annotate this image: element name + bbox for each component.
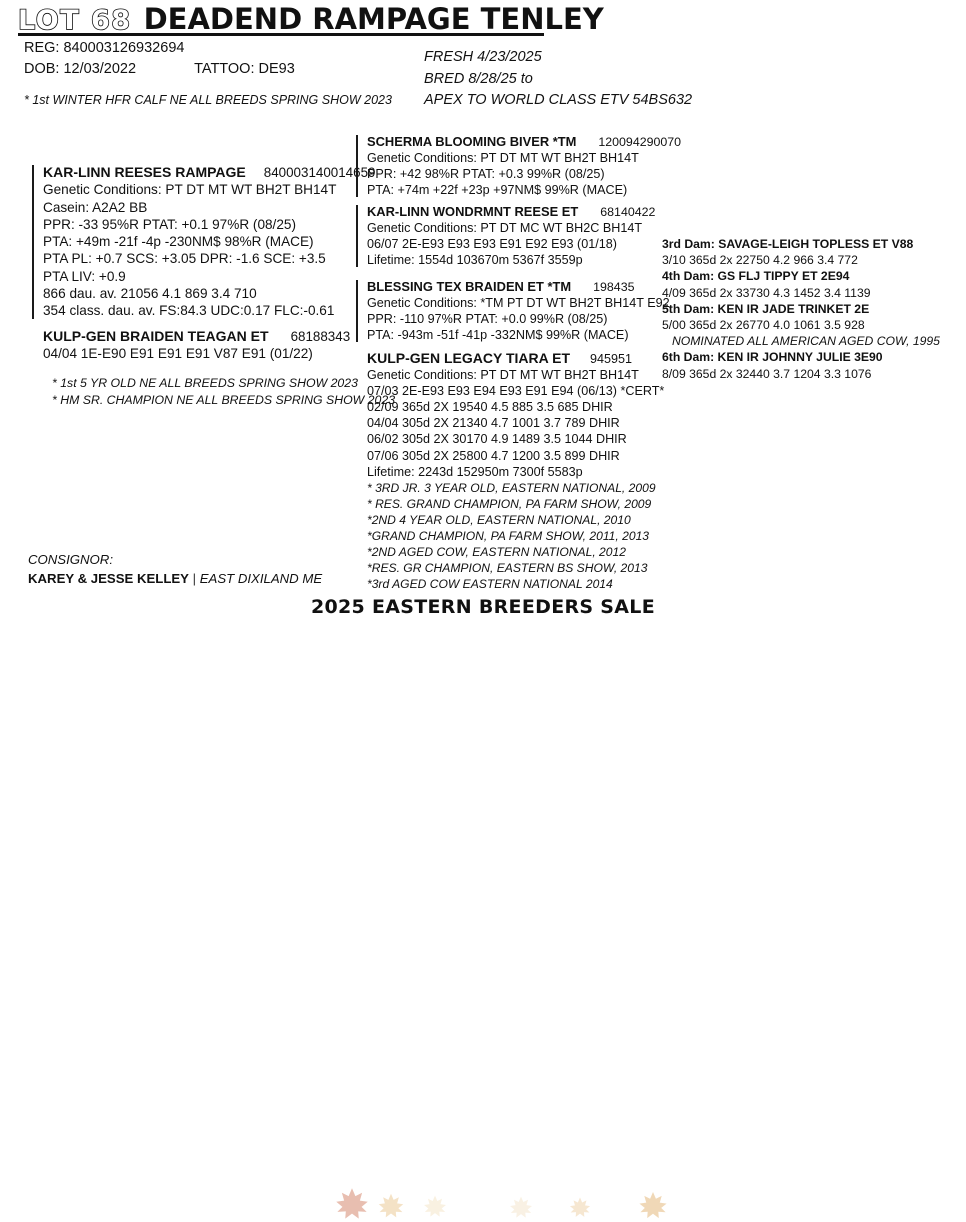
sire-dam-name: KULP-GEN BRAIDEN TEAGAN ET bbox=[43, 328, 269, 344]
date-of-birth: DOB: 12/03/2022 bbox=[24, 61, 137, 77]
dam-generation-heading: 6th Dam: KEN IR JOHNNY JULIE 3E90 bbox=[662, 350, 883, 365]
maple-leaf-icon bbox=[424, 1195, 446, 1217]
second-dam-detail: 04/04 305d 2X 21340 4.7 1001 3.7 789 DHI… bbox=[367, 416, 620, 431]
sire-detail: PTA LIV: +0.9 bbox=[43, 268, 126, 284]
dam-lineage-list: 3rd Dam: SAVAGE-LEIGH TOPLESS ET V88 3/1… bbox=[662, 236, 940, 382]
consignor-separator: | bbox=[192, 571, 197, 586]
award-note: * 1st 5 YR OLD NE ALL BREEDS SPRING SHOW… bbox=[52, 376, 358, 390]
sire-detail: PTA: +49m -21f -4p -230NM$ 98%R (MACE) bbox=[43, 234, 314, 250]
second-dam-detail: 02/09 365d 2X 19540 4.5 885 3.5 685 DHIR bbox=[367, 400, 613, 415]
second-dam-name-row: KULP-GEN LEGACY TIARA ET 945951 bbox=[367, 350, 664, 367]
sire-sire-name: SCHERMA BLOOMING BIVER *TM bbox=[367, 134, 577, 149]
maple-leaf-icon bbox=[569, 1197, 591, 1217]
dam-sire-block: BLESSING TEX BRAIDEN ET *TM 198435 Geneti… bbox=[356, 279, 670, 343]
dam-generation-heading: 4th Dam: GS FLJ TIPPY ET 2E94 bbox=[662, 269, 850, 284]
lot-title-line: LOT 68 DEADEND RAMPAGE TENLEY bbox=[17, 2, 604, 37]
sire-block: KAR-LINN REESES RAMPAGE 840003140014659 G… bbox=[32, 164, 375, 320]
sire-dam-dam-detail: Lifetime: 1554d 103670m 5367f 3559p bbox=[367, 253, 583, 268]
consignor-detail-row: KAREY & JESSE KELLEY | EAST DIXILAND ME bbox=[28, 569, 322, 588]
award-note: *2ND AGED COW, EASTERN NATIONAL, 2012 bbox=[367, 545, 626, 560]
bred-date: BRED 8/28/25 to bbox=[424, 70, 533, 87]
award-note: *2ND 4 YEAR OLD, EASTERN NATIONAL, 2010 bbox=[367, 512, 631, 527]
award-note: *RES. GR CHAMPION, EASTERN BS SHOW, 2013 bbox=[367, 561, 648, 576]
second-dam-block: KULP-GEN LEGACY TIARA ET 945951 Genetic C… bbox=[356, 350, 664, 592]
dam-sire-detail: Genetic Conditions: *TM PT DT WT BH2T BH… bbox=[367, 296, 670, 311]
registration-block: REG: 840003126932694 DOB: 12/03/2022 TATT… bbox=[24, 38, 295, 80]
title-underline bbox=[18, 33, 544, 36]
sire-dam-dam-name-row: KAR-LINN WONDRMNT REESE ET 68140422 bbox=[367, 204, 655, 220]
award-note: *GRAND CHAMPION, PA FARM SHOW, 2011, 201… bbox=[367, 529, 650, 544]
dam-production-record: 4/09 365d 2x 33730 4.3 1452 3.4 1139 bbox=[662, 285, 871, 300]
award-note: * RES. GRAND CHAMPION, PA FARM SHOW, 200… bbox=[367, 496, 652, 511]
dam-production-record: 5/00 365d 2x 26770 4.0 1061 3.5 928 bbox=[662, 318, 865, 333]
sire-detail: PPR: -33 95%R PTAT: +0.1 97%R (08/25) bbox=[43, 216, 296, 232]
sire-dam-awards: * 1st 5 YR OLD NE ALL BREEDS SPRING SHOW… bbox=[52, 375, 395, 408]
sire-name-row: KAR-LINN REESES RAMPAGE 840003140014659 bbox=[43, 164, 375, 181]
second-dam-detail: Genetic Conditions: PT DT MT WT BH2T BH1… bbox=[367, 368, 639, 383]
dam-sire-reg: 198435 bbox=[593, 280, 635, 294]
maple-leaf-icon bbox=[639, 1191, 667, 1219]
award-note: *3rd AGED COW EASTERN NATIONAL 2014 bbox=[367, 577, 613, 592]
sire-sire-block: SCHERMA BLOOMING BIVER *TM 120094290070 G… bbox=[356, 134, 681, 198]
dob-tattoo-row: DOB: 12/03/2022 TATTOO: DE93 bbox=[24, 59, 295, 80]
sire-dam-dam-reg: 68140422 bbox=[600, 205, 656, 219]
second-dam-detail: Lifetime: 2243d 152950m 7300f 5583p bbox=[367, 464, 583, 479]
maple-leaf-icon bbox=[510, 1196, 532, 1218]
maple-leaf-icon bbox=[336, 1188, 368, 1219]
sire-name: KAR-LINN REESES RAMPAGE bbox=[43, 164, 246, 180]
second-dam-name: KULP-GEN LEGACY TIARA ET bbox=[367, 350, 571, 366]
sale-banner: 2025 EASTERN BREEDERS SALE bbox=[0, 592, 966, 1219]
sire-detail: 354 class. dau. av. FS:84.3 UDC:0.17 FLC… bbox=[43, 303, 335, 319]
registration-number: REG: 840003126932694 bbox=[24, 40, 185, 56]
second-dam-detail: 07/03 2E-E93 E93 E94 E93 E91 E94 (06/13)… bbox=[367, 384, 665, 399]
consignor-block: CONSIGNOR: KAREY & JESSE KELLEY | EAST D… bbox=[28, 550, 322, 588]
sire-detail: Casein: A2A2 BB bbox=[43, 199, 148, 215]
lot-number: LOT 68 bbox=[17, 4, 132, 37]
sale-banner-title: 2025 EASTERN BREEDERS SALE bbox=[311, 596, 655, 618]
sire-sire-detail: Genetic Conditions: PT DT MT WT BH2T BH1… bbox=[367, 151, 639, 166]
dam-generation-heading: 5th Dam: KEN IR JADE TRINKET 2E bbox=[662, 301, 870, 316]
consignor-label: CONSIGNOR: bbox=[28, 552, 113, 567]
dam-sire-name: BLESSING TEX BRAIDEN ET *TM bbox=[367, 279, 572, 294]
sire-dam-dam-block: KAR-LINN WONDRMNT REESE ET 68140422 Genet… bbox=[356, 204, 655, 268]
sire-dam-dam-detail: 06/07 2E-E93 E93 E93 E91 E92 E93 (01/18) bbox=[367, 237, 617, 252]
sire-dam-dam-name: KAR-LINN WONDRMNT REESE ET bbox=[367, 204, 579, 219]
dam-sire-detail: PPR: -110 97%R PTAT: +0.0 99%R (08/25) bbox=[367, 312, 608, 327]
sire-dam-detail: 04/04 1E-E90 E91 E91 E91 V87 E91 (01/22) bbox=[43, 346, 313, 362]
sire-detail: 866 dau. av. 21056 4.1 869 3.4 710 bbox=[43, 286, 257, 302]
page-title: DEADEND RAMPAGE TENLEY bbox=[143, 2, 604, 36]
dam-production-record: 8/09 365d 2x 32440 3.7 1204 3.3 1076 bbox=[662, 366, 872, 381]
sire-dam-name-row: KULP-GEN BRAIDEN TEAGAN ET 68188343 bbox=[43, 328, 350, 345]
sire-dam-block: KULP-GEN BRAIDEN TEAGAN ET 68188343 04/04… bbox=[32, 328, 350, 363]
bred-to-sire: APEX TO WORLD CLASS ETV 54BS632 bbox=[424, 92, 693, 108]
dam-sire-name-row: BLESSING TEX BRAIDEN ET *TM 198435 bbox=[367, 279, 670, 295]
sire-dam-dam-detail: Genetic Conditions: PT DT MC WT BH2C BH1… bbox=[367, 221, 643, 236]
consignor-name: KAREY & JESSE KELLEY bbox=[28, 571, 189, 586]
sire-sire-reg: 120094290070 bbox=[598, 135, 682, 149]
fresh-date: FRESH 4/23/2025 bbox=[424, 49, 542, 65]
sire-sire-detail: PPR: +42 98%R PTAT: +0.3 99%R (08/25) bbox=[367, 167, 605, 182]
second-dam-reg: 945951 bbox=[590, 352, 633, 366]
second-dam-detail: 07/06 305d 2X 25800 4.7 1200 3.5 899 DHI… bbox=[367, 448, 620, 463]
sire-reg: 840003140014659 bbox=[263, 165, 376, 180]
dam-award-note: NOMINATED ALL AMERICAN AGED COW, 1995 bbox=[672, 334, 940, 349]
dam-generation-heading: 3rd Dam: SAVAGE-LEIGH TOPLESS ET V88 bbox=[662, 237, 914, 251]
tattoo: TATTOO: DE93 bbox=[194, 61, 295, 77]
dam-production-record: 3/10 365d 2x 22750 4.2 966 3.4 772 bbox=[662, 253, 858, 268]
award-note: * 3RD JR. 3 YEAR OLD, EASTERN NATIONAL, … bbox=[367, 480, 656, 495]
maple-leaf-icon bbox=[378, 1193, 404, 1218]
breeding-status-block: FRESH 4/23/2025 BRED 8/28/25 to APEX TO … bbox=[424, 47, 692, 112]
animal-show-note: * 1st WINTER HFR CALF NE ALL BREEDS SPRI… bbox=[24, 93, 392, 107]
award-note: * HM SR. CHAMPION NE ALL BREEDS SPRING S… bbox=[52, 392, 396, 407]
sire-dam-reg: 68188343 bbox=[290, 329, 351, 344]
sire-sire-name-row: SCHERMA BLOOMING BIVER *TM 120094290070 bbox=[367, 134, 681, 150]
consignor-farm: EAST DIXILAND ME bbox=[199, 571, 323, 586]
dam-sire-detail: PTA: -943m -51f -41p -332NM$ 99%R (MACE) bbox=[367, 328, 629, 343]
sire-sire-detail: PTA: +74m +22f +23p +97NM$ 99%R (MACE) bbox=[367, 183, 628, 198]
sire-detail: PTA PL: +0.7 SCS: +3.05 DPR: -1.6 SCE: +… bbox=[43, 251, 326, 267]
sire-detail: Genetic Conditions: PT DT MT WT BH2T BH1… bbox=[43, 182, 337, 198]
second-dam-detail: 06/02 305d 2X 30170 4.9 1489 3.5 1044 DH… bbox=[367, 432, 627, 447]
